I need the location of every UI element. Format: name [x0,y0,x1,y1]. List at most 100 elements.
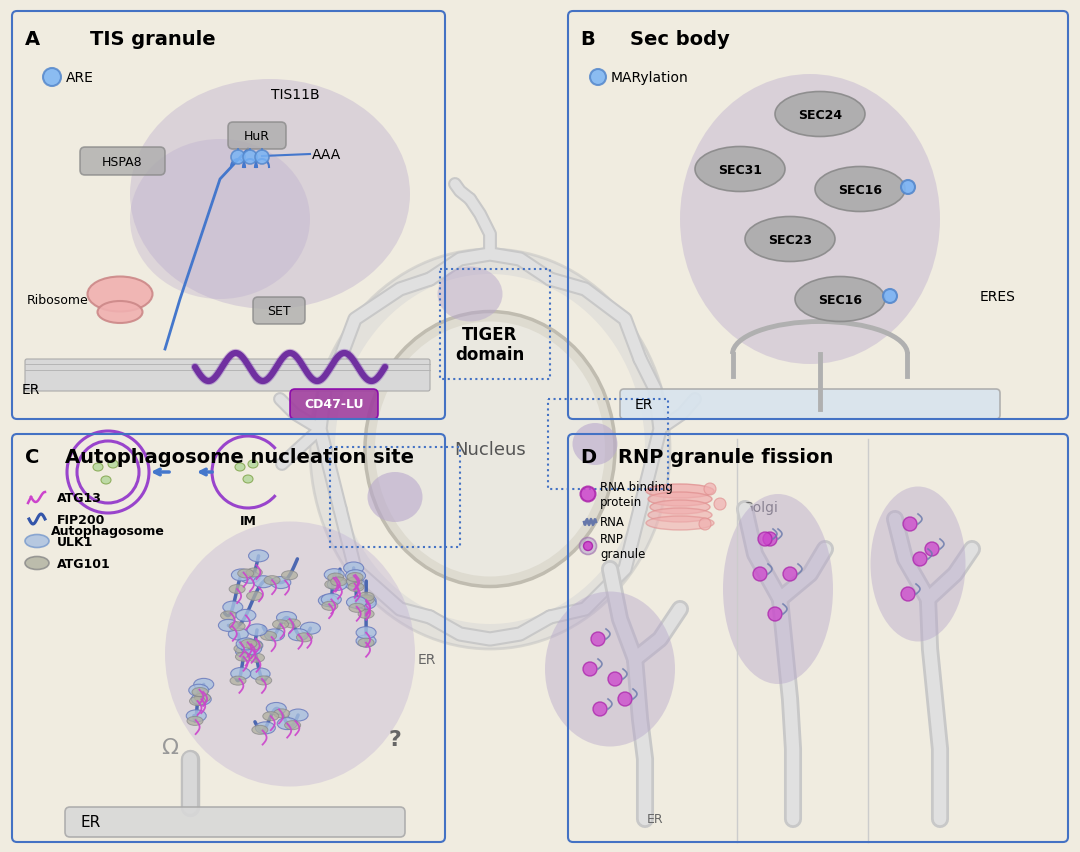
Ellipse shape [87,277,152,312]
Text: TIS11B: TIS11B [271,88,320,102]
FancyBboxPatch shape [291,389,378,419]
Ellipse shape [349,603,365,613]
Ellipse shape [335,274,645,625]
Ellipse shape [903,517,917,532]
Ellipse shape [758,532,772,546]
Text: MARylation: MARylation [611,71,689,85]
Ellipse shape [254,576,273,588]
Text: ER: ER [418,653,436,666]
Text: HSPA8: HSPA8 [102,155,143,169]
Ellipse shape [252,725,268,734]
Ellipse shape [356,597,376,609]
Ellipse shape [220,611,237,620]
Bar [330,447,460,547]
Ellipse shape [680,75,940,365]
Bar [440,270,550,379]
Ellipse shape [646,485,714,498]
Ellipse shape [193,678,214,691]
Ellipse shape [237,638,256,650]
Ellipse shape [795,277,885,322]
Ellipse shape [646,516,714,531]
Ellipse shape [284,619,300,628]
Ellipse shape [243,475,253,483]
Text: SEC16: SEC16 [818,293,862,306]
Ellipse shape [43,69,60,87]
Ellipse shape [783,567,797,581]
Ellipse shape [648,492,712,506]
Text: D: D [580,447,596,466]
Ellipse shape [375,322,605,577]
Ellipse shape [273,709,289,718]
Ellipse shape [247,625,267,636]
Ellipse shape [345,578,365,590]
Ellipse shape [696,147,785,193]
FancyBboxPatch shape [80,148,165,176]
Ellipse shape [238,569,254,579]
Ellipse shape [762,532,777,546]
Ellipse shape [608,672,622,686]
Text: RNP granule fission: RNP granule fission [618,447,834,466]
Ellipse shape [235,653,252,661]
Ellipse shape [276,612,297,624]
Ellipse shape [248,460,258,469]
Ellipse shape [231,668,251,680]
Text: HuR: HuR [244,130,270,142]
FancyBboxPatch shape [25,360,430,392]
Ellipse shape [300,623,321,635]
Ellipse shape [267,703,286,715]
Ellipse shape [189,697,205,705]
Ellipse shape [235,463,245,471]
Text: B: B [580,30,595,49]
Ellipse shape [348,583,364,592]
Ellipse shape [97,302,143,324]
Ellipse shape [255,722,275,734]
Ellipse shape [310,250,670,649]
Ellipse shape [235,646,256,658]
Ellipse shape [282,571,298,580]
Ellipse shape [590,70,606,86]
Ellipse shape [775,92,865,137]
Ellipse shape [367,473,422,522]
Ellipse shape [296,633,312,642]
Text: A: A [25,30,40,49]
Ellipse shape [234,644,249,653]
Ellipse shape [130,80,410,309]
Ellipse shape [260,631,276,641]
Ellipse shape [265,576,280,585]
Ellipse shape [102,476,111,485]
Ellipse shape [285,721,300,730]
Ellipse shape [265,629,284,642]
Text: RNA: RNA [600,516,625,529]
Ellipse shape [714,498,726,510]
Ellipse shape [545,592,675,746]
Ellipse shape [324,569,345,581]
Ellipse shape [593,702,607,717]
Ellipse shape [359,638,374,648]
Ellipse shape [246,568,262,578]
Ellipse shape [327,579,347,590]
Ellipse shape [356,636,376,648]
Ellipse shape [241,642,257,651]
Ellipse shape [583,542,593,551]
Ellipse shape [583,662,597,676]
Text: Autophagosome: Autophagosome [51,524,165,538]
Ellipse shape [924,543,939,556]
Ellipse shape [186,710,206,722]
Ellipse shape [251,668,270,680]
Ellipse shape [288,629,309,641]
Ellipse shape [356,595,376,607]
Text: Ribosome: Ribosome [26,293,87,306]
Ellipse shape [241,639,257,648]
Ellipse shape [745,217,835,262]
Ellipse shape [288,709,308,721]
Ellipse shape [618,692,632,706]
Ellipse shape [356,627,376,639]
Ellipse shape [229,584,245,594]
Text: SEC23: SEC23 [768,233,812,246]
Text: CD47-LU: CD47-LU [305,398,364,411]
Text: Ω: Ω [162,737,178,757]
Ellipse shape [699,518,711,531]
Text: ER: ER [647,813,663,826]
Text: FIP200: FIP200 [57,513,106,526]
Ellipse shape [365,312,615,587]
